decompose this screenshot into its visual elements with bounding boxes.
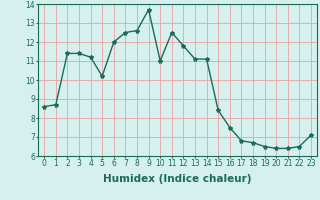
X-axis label: Humidex (Indice chaleur): Humidex (Indice chaleur) — [103, 174, 252, 184]
